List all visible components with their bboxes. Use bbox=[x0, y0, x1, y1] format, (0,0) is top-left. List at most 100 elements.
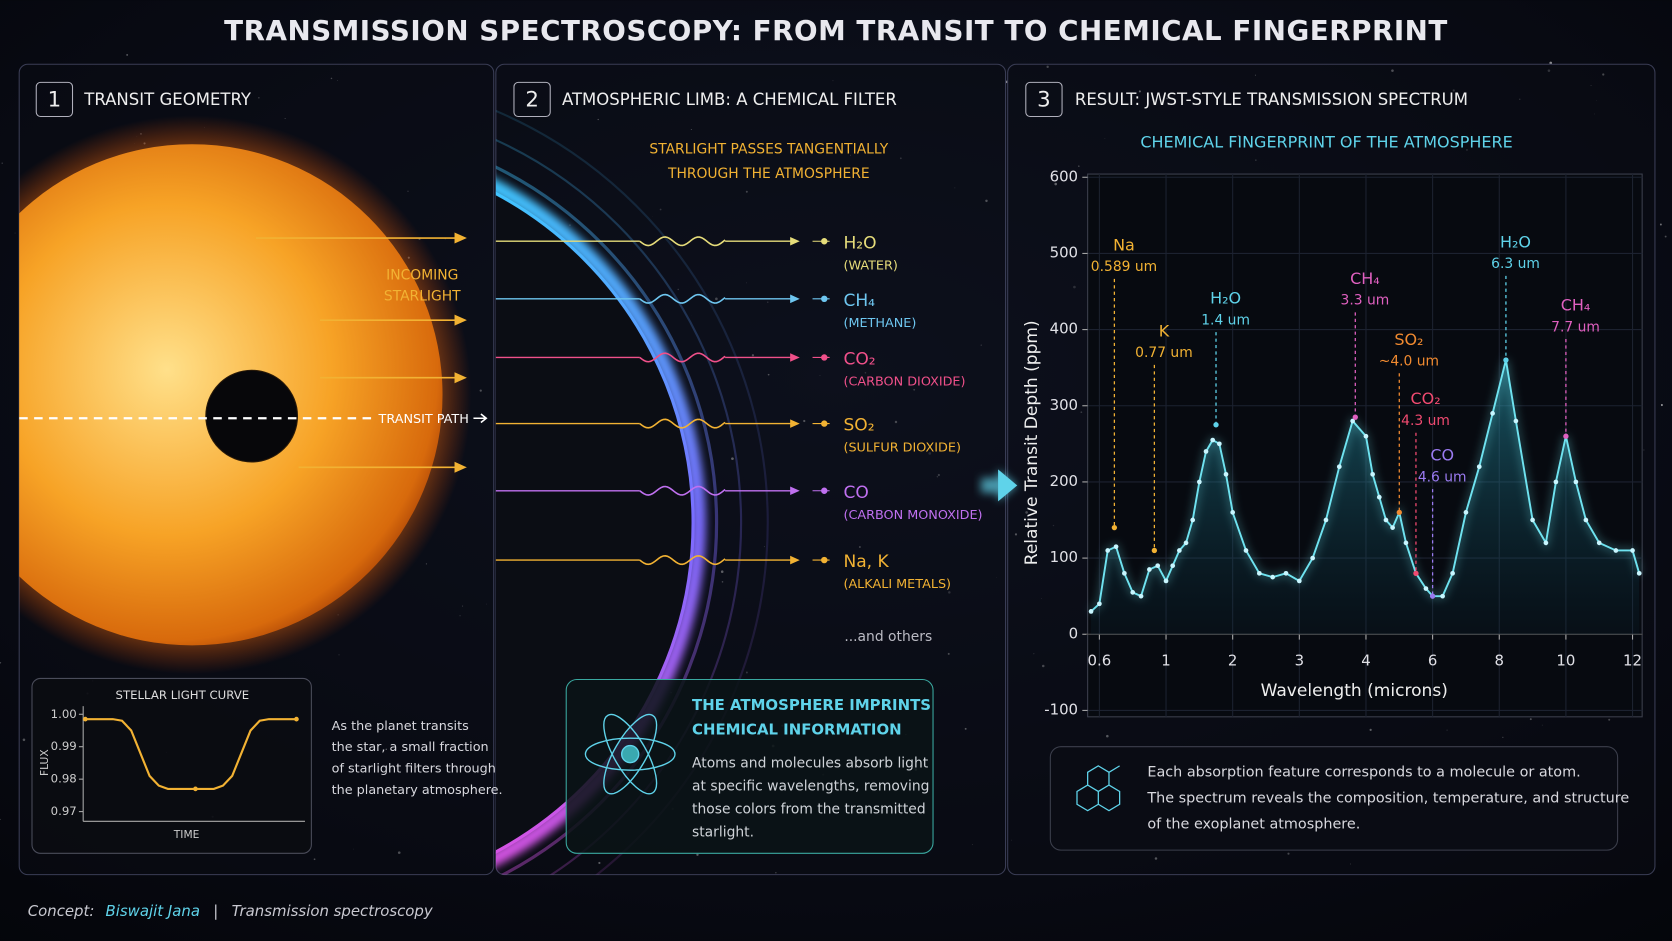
caption: of starlight filters through bbox=[332, 762, 496, 777]
info-text: those colors from the transmitted bbox=[692, 802, 926, 818]
data-point bbox=[1223, 471, 1229, 477]
x-tick-label: 0.6 bbox=[1088, 651, 1112, 669]
panel-number: 1 bbox=[48, 87, 62, 112]
orbit bbox=[603, 713, 658, 795]
spectrum-line bbox=[1090, 359, 1641, 613]
arrow-head bbox=[790, 486, 800, 496]
panel-number-box bbox=[35, 81, 74, 118]
nucleus bbox=[620, 744, 640, 764]
info-text: Atoms and molecules absorb light bbox=[692, 756, 929, 772]
annotation-dot bbox=[1213, 422, 1219, 428]
curve-point bbox=[294, 716, 299, 722]
molecule-name: SO₂ bbox=[843, 416, 874, 436]
data-point bbox=[1177, 548, 1182, 553]
limb-note: THROUGH THE ATMOSPHERE bbox=[667, 166, 870, 182]
y-tick-label: 600 bbox=[1050, 167, 1078, 185]
x-axis-label: TIME bbox=[173, 828, 200, 841]
star bbox=[14, 232, 16, 234]
absorption-wave bbox=[639, 418, 726, 429]
molecule-desc: (WATER) bbox=[843, 258, 897, 273]
annotation-dot bbox=[1396, 509, 1402, 516]
molecule-desc: (METHANE) bbox=[843, 316, 916, 331]
atom-icon bbox=[584, 713, 676, 795]
annotation-dot bbox=[1429, 593, 1436, 599]
arrow-head bbox=[790, 419, 800, 428]
x-tick-label: 12 bbox=[1623, 651, 1642, 669]
orbit bbox=[584, 737, 676, 771]
panel-number-box bbox=[513, 81, 551, 118]
annotation-label: K bbox=[1159, 321, 1170, 340]
data-point bbox=[1403, 540, 1409, 546]
x-tick-label: 1 bbox=[1161, 651, 1170, 669]
data-point bbox=[1553, 479, 1559, 485]
absorption-wave bbox=[639, 236, 726, 247]
arrow-head bbox=[454, 314, 467, 326]
y-tick-label: 0 bbox=[1069, 624, 1078, 642]
info-title: CHEMICAL INFORMATION bbox=[692, 721, 902, 739]
atmosphere-layer bbox=[495, 73, 769, 875]
data-point bbox=[1350, 418, 1355, 424]
chart-title: STELLAR LIGHT CURVE bbox=[116, 688, 250, 702]
molecule-desc: (CARBON MONOXIDE) bbox=[843, 508, 982, 523]
data-point bbox=[1450, 570, 1455, 576]
info-text: The spectrum reveals the composition, te… bbox=[1146, 790, 1629, 806]
data-point bbox=[1376, 494, 1382, 500]
annotation-sublabel: ~4.0 um bbox=[1379, 354, 1439, 370]
x-tick-label: 3 bbox=[1295, 651, 1304, 669]
x-tick-label: 2 bbox=[1228, 651, 1237, 669]
annotation-dot bbox=[1413, 570, 1419, 576]
starlight-arrows bbox=[255, 232, 467, 473]
data-point bbox=[1296, 578, 1302, 584]
molecule-name: CO bbox=[843, 483, 868, 503]
data-point bbox=[1197, 479, 1202, 485]
info-text: of the exoplanet atmosphere. bbox=[1147, 817, 1360, 833]
footer-author: Biswajit Jana bbox=[106, 902, 200, 920]
molecule-desc: (CARBON DIOXIDE) bbox=[843, 374, 965, 389]
annotation-sublabel: 0.589 um bbox=[1091, 259, 1157, 275]
data-point bbox=[1210, 437, 1216, 443]
annotation-sublabel: 7.7 um bbox=[1551, 319, 1600, 335]
data-point bbox=[1630, 548, 1635, 553]
annotation-dot bbox=[1503, 357, 1509, 363]
annotation-dot bbox=[1151, 547, 1158, 554]
y-tick-label: 300 bbox=[1050, 396, 1078, 414]
annotation-sublabel: 4.3 um bbox=[1401, 413, 1450, 429]
light-curve-box bbox=[31, 677, 312, 854]
star bbox=[0, 662, 2, 664]
data-point bbox=[1636, 570, 1642, 576]
data-point bbox=[1243, 548, 1249, 553]
y-tick-label: 1.00 bbox=[51, 707, 77, 721]
data-point bbox=[1363, 433, 1369, 439]
limb-glow bbox=[495, 136, 706, 875]
caption: As the planet transits bbox=[332, 719, 469, 734]
panel-number: 3 bbox=[1037, 87, 1051, 112]
limb-scene bbox=[495, 73, 769, 875]
page-title: TRANSMISSION SPECTROSCOPY: FROM TRANSIT … bbox=[224, 14, 1448, 47]
data-point bbox=[1476, 464, 1482, 470]
annotation-sublabel: 3.3 um bbox=[1341, 293, 1390, 309]
data-point bbox=[1613, 548, 1619, 553]
y-tick-label: 500 bbox=[1050, 243, 1078, 261]
star bbox=[126, 53, 129, 56]
star bbox=[1, 162, 3, 164]
annotation-dot bbox=[1352, 414, 1358, 420]
data-point bbox=[1336, 464, 1342, 470]
arrow-head bbox=[454, 232, 467, 244]
panel-heading: ATMOSPHERIC LIMB: A CHEMICAL FILTER bbox=[562, 90, 897, 109]
annotation-dot bbox=[1563, 433, 1569, 439]
data-point bbox=[1423, 586, 1429, 591]
annotation-label: H₂O bbox=[1500, 232, 1531, 251]
hexagon-ring bbox=[1076, 765, 1121, 812]
x-tick-label: 4 bbox=[1361, 651, 1370, 669]
data-point bbox=[1390, 525, 1395, 530]
data-point bbox=[1105, 548, 1111, 553]
annotation-label: H₂O bbox=[1210, 289, 1241, 308]
molecule-icon bbox=[1076, 765, 1121, 812]
absorption-wave bbox=[639, 352, 726, 363]
data-point bbox=[1088, 609, 1094, 614]
data-point bbox=[1216, 441, 1222, 447]
footer-separator: | bbox=[213, 902, 218, 920]
annotation-label: CO bbox=[1430, 446, 1454, 465]
light-curve bbox=[85, 718, 297, 790]
footer-topic: Transmission spectroscopy bbox=[232, 902, 433, 920]
